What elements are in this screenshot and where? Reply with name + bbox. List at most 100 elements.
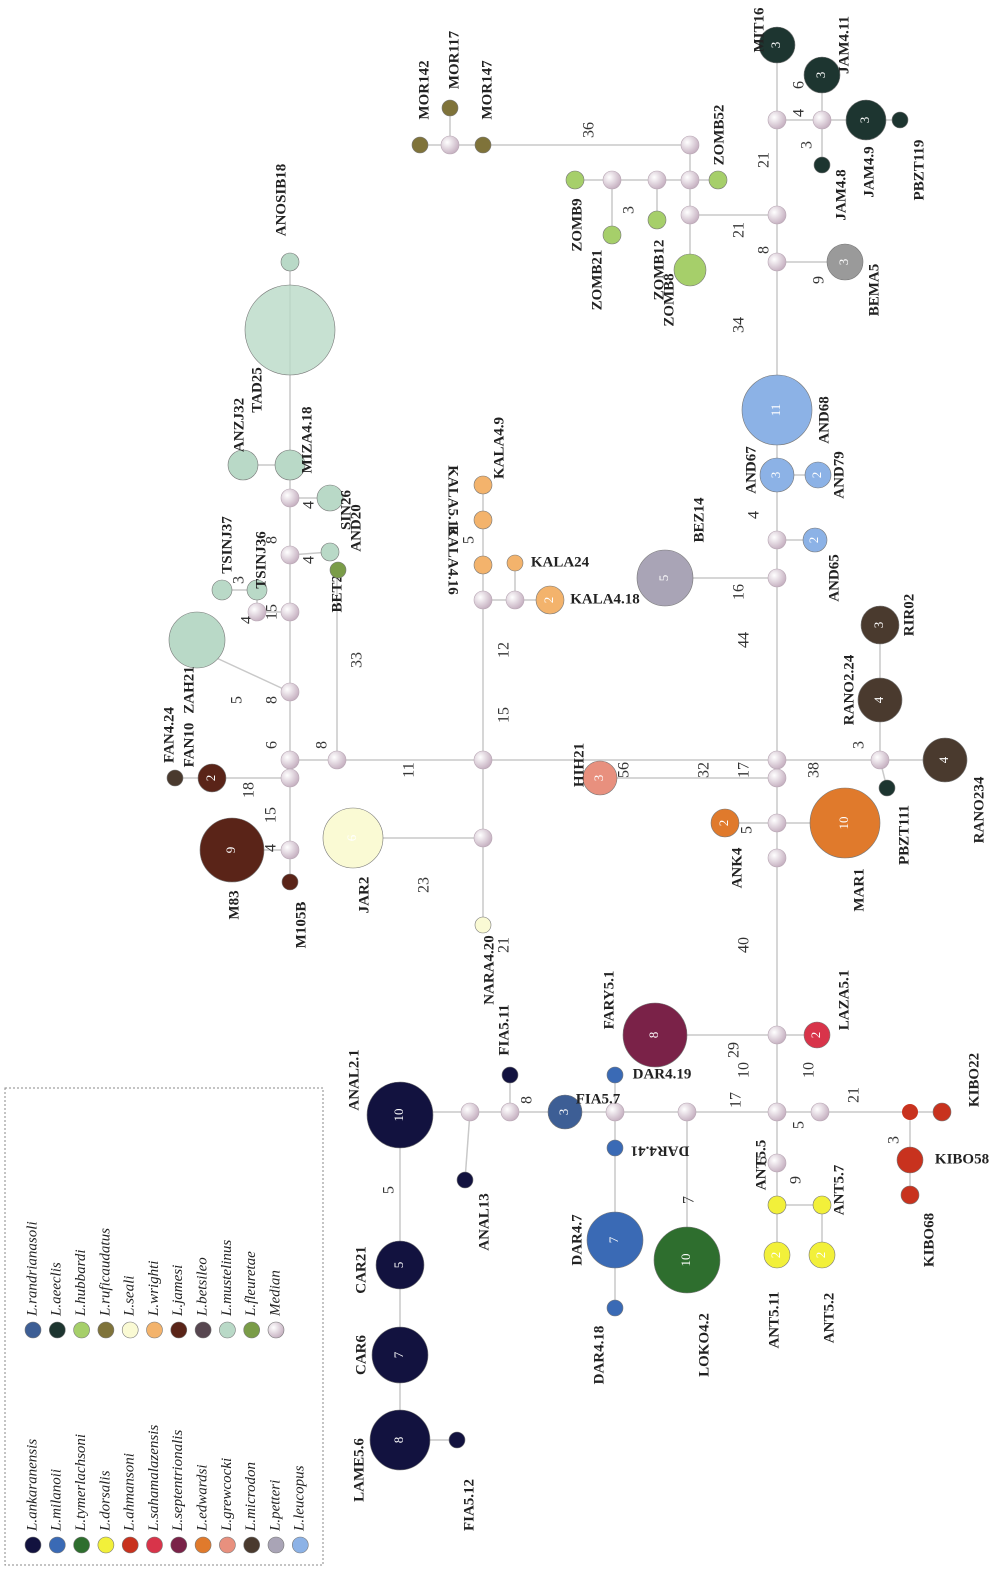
haplotype-node	[371, 1326, 429, 1384]
mutation-count: 7	[681, 1196, 698, 1204]
median-node	[767, 1102, 787, 1122]
median-node	[767, 205, 787, 225]
haplotype-node	[763, 1241, 791, 1269]
haplotype-count: 2	[768, 1252, 783, 1259]
mutation-count: 9	[788, 1176, 805, 1184]
haplotype-label: MOR117	[446, 30, 462, 89]
haplotype-node	[506, 554, 524, 572]
haplotype-label: MAR1	[851, 868, 867, 911]
haplotypes: 8 LAME5.6 FIA5.12 7 CAR6 5 CAR21 10 ANAL2.1 ANAL1…	[161, 7, 989, 1531]
haplotype-count: 3	[857, 117, 872, 124]
haplotype-label: M105B	[293, 902, 309, 949]
mutation-count: 8	[264, 696, 281, 704]
legend-marker	[73, 1536, 90, 1554]
haplotype-label: M83	[226, 890, 242, 919]
haplotype-label: PBZT111	[896, 805, 912, 865]
legend-marker	[97, 1536, 115, 1554]
haplotype-label: ZAH21	[181, 666, 197, 714]
legend-marker	[170, 1321, 188, 1339]
haplotype-label: ANAL2.1	[346, 1049, 362, 1110]
legend-marker	[194, 1321, 212, 1339]
haplotype-label: JAM4.9	[861, 146, 877, 197]
edge	[222, 589, 290, 613]
haplotype-node	[845, 99, 887, 141]
haplotype-label: BET21	[329, 567, 345, 612]
haplotype-count: 2	[716, 820, 731, 827]
haplotype-node	[636, 549, 694, 607]
legend-marker	[291, 1536, 309, 1554]
median-node	[280, 602, 300, 622]
mutation-count: 23	[416, 877, 433, 893]
legend-marker	[243, 1536, 260, 1554]
haplotype-node	[808, 1241, 836, 1269]
haplotype-count: 2	[203, 775, 218, 782]
haplotype-label: LOKO4.2	[696, 1313, 712, 1377]
haplotype-node	[322, 807, 384, 869]
mutation-count: 56	[616, 762, 633, 778]
legend-marker	[146, 1321, 163, 1339]
mutation-count: 29	[726, 1042, 743, 1058]
haplotype-label: BEMA5	[866, 264, 882, 317]
legend-label: L.ruficaudatus	[97, 1228, 113, 1317]
haplotype-label: FARY5.1	[601, 971, 617, 1030]
haplotype-label: SIN26	[338, 489, 354, 530]
haplotype-label: MIZA4.18	[299, 406, 315, 473]
median-node	[280, 840, 300, 860]
haplotype-count: 11	[768, 404, 783, 417]
haplotype-label: AND20	[348, 504, 364, 552]
haplotype-label: RANO2.24	[841, 654, 857, 725]
haplotype-node	[878, 779, 896, 797]
haplotype-label: FAN10	[181, 723, 197, 768]
haplotype-node	[673, 253, 707, 287]
haplotype-node	[448, 1431, 466, 1449]
haplotype-node	[622, 1002, 688, 1068]
haplotype-node	[274, 449, 306, 481]
legend-label: L.dorsalis	[97, 1470, 113, 1532]
haplotype-count: 10	[836, 817, 851, 830]
haplotype-label: ZOMB9	[569, 198, 585, 251]
median-node	[767, 1153, 787, 1173]
median-node	[473, 828, 493, 848]
legend-marker	[194, 1536, 212, 1554]
haplotype-label: CAR6	[353, 1335, 369, 1375]
edge	[209, 654, 291, 693]
haplotype-label: KALA24	[531, 554, 590, 570]
legend-marker	[73, 1321, 90, 1339]
legend-label: L.ankaranensis	[24, 1439, 40, 1532]
haplotype-node	[199, 817, 265, 883]
haplotype-label: DAR4.19	[633, 1066, 692, 1082]
mutation-count: 4	[301, 556, 318, 564]
haplotype-node	[653, 1226, 721, 1294]
haplotype-node	[922, 737, 968, 783]
haplotype-count: 2	[809, 472, 824, 479]
median-node	[280, 545, 300, 565]
mutation-count: 21	[731, 222, 748, 238]
mutation-count: 10	[736, 1062, 753, 1078]
median-node	[440, 135, 460, 155]
mutation-count: 5	[791, 1121, 808, 1129]
haplotype-node	[803, 56, 841, 94]
haplotype-node	[812, 1195, 832, 1215]
haplotype-label: JAR2	[356, 877, 372, 914]
mutation-count: 3	[799, 141, 816, 149]
haplotype-node	[758, 26, 796, 64]
mutation-count: 3	[886, 1136, 903, 1144]
haplotype-count: 8	[646, 1032, 661, 1039]
mutation-count: 17	[736, 762, 753, 778]
median-node	[767, 813, 787, 833]
mutation-count: 3	[851, 741, 868, 749]
mutation-count: 17	[728, 1092, 745, 1108]
mutation-count: 16	[731, 584, 748, 600]
haplotype-label: ZOMB52	[711, 105, 727, 166]
mutation-count: 15	[496, 707, 513, 723]
haplotype-label: NARA4.20	[481, 935, 497, 1005]
haplotype-label: DAR4.7	[569, 1214, 585, 1266]
haplotype-label: FAN4.24	[161, 707, 177, 763]
haplotype-node	[535, 585, 565, 615]
haplotype-count: 3	[768, 472, 783, 479]
haplotype-label: CAR21	[353, 1246, 369, 1294]
mutation-count: 5	[739, 826, 756, 834]
mutation-count: 21	[756, 152, 773, 168]
haplotype-node	[813, 156, 831, 174]
haplotype-node	[708, 170, 728, 190]
